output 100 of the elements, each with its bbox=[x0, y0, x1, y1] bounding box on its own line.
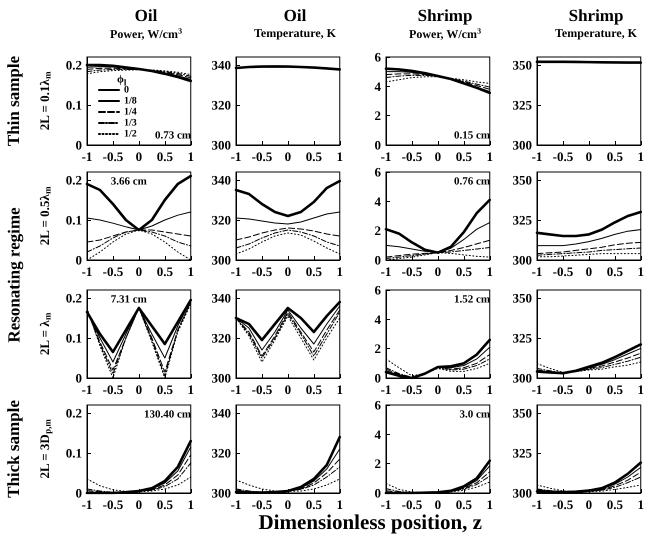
y-tick-label: 0 bbox=[76, 370, 82, 386]
y-tick-label: 4 bbox=[374, 78, 382, 94]
x-tick-label: 0 bbox=[434, 149, 442, 164]
y-tick-label: 0 bbox=[76, 252, 82, 268]
x-tick-label: -0.5 bbox=[402, 497, 423, 512]
x-tick-label: -0.5 bbox=[252, 382, 273, 397]
x-tick-label: -0.5 bbox=[102, 382, 124, 397]
y-tick-label: 0.1 bbox=[66, 446, 82, 460]
legend-label: 1/4 bbox=[124, 106, 137, 118]
x-tick-label: 0 bbox=[434, 382, 442, 397]
x-tick-label: 0 bbox=[434, 264, 442, 279]
y-tick-label: 325 bbox=[512, 446, 532, 460]
x-tick-label: -0.5 bbox=[552, 497, 574, 512]
x-tick-label: 1 bbox=[638, 497, 644, 512]
x-tick-label: 1 bbox=[188, 149, 194, 164]
y-tick-label: 340 bbox=[212, 406, 231, 420]
y-tick-label: 320 bbox=[212, 446, 231, 460]
x-tick-label: -0.5 bbox=[552, 149, 574, 164]
y-axis-title: 2L = λm bbox=[37, 312, 52, 356]
y-tick-label: 320 bbox=[212, 330, 231, 346]
x-tick-label: -1 bbox=[380, 497, 392, 512]
text: Resonating regime bbox=[4, 207, 24, 343]
y-tick-label: 300 bbox=[212, 252, 231, 268]
chart-title: Shrimp bbox=[568, 6, 624, 25]
x-tick-label: 0.5 bbox=[606, 497, 624, 512]
y-tick-label: 325 bbox=[512, 212, 532, 228]
x-tick-label: -1 bbox=[532, 497, 542, 512]
x-tick-label: -1 bbox=[230, 497, 242, 512]
x-tick-label: 0.5 bbox=[606, 149, 624, 164]
x-tick-label: 0 bbox=[136, 149, 142, 164]
x-tick-label: 1 bbox=[336, 149, 343, 164]
text: Thin sample bbox=[4, 56, 24, 146]
y-tick-label: 4 bbox=[374, 194, 382, 209]
x-tick-label: -1 bbox=[532, 149, 542, 164]
x-tick-label: 1 bbox=[336, 497, 343, 512]
chart-title: Oil bbox=[284, 6, 307, 25]
x-tick-label: 0 bbox=[284, 149, 292, 164]
x-tick-label: 0.5 bbox=[456, 497, 472, 512]
annotation: 3.0 cm bbox=[459, 408, 490, 420]
x-tick-label: -1 bbox=[82, 382, 92, 397]
legend-label: 0 bbox=[124, 84, 129, 96]
legend-label: 1/8 bbox=[124, 96, 137, 106]
x-tick-label: 0.5 bbox=[306, 497, 322, 512]
chart-title: Shrimp bbox=[418, 6, 472, 25]
y-tick-label: 0.1 bbox=[66, 330, 82, 346]
annotation: 0.15 cm bbox=[454, 130, 490, 142]
y-tick-label: 2 bbox=[374, 341, 381, 356]
text: Thick sample bbox=[4, 400, 24, 498]
x-tick-label: -0.5 bbox=[552, 264, 574, 279]
y-tick-label: 300 bbox=[512, 370, 532, 386]
x-tick-label: 1 bbox=[638, 149, 644, 164]
x-tick-label: -0.5 bbox=[402, 264, 423, 279]
x-tick-label: -1 bbox=[230, 382, 242, 397]
x-tick-label: -1 bbox=[82, 497, 92, 512]
x-tick-label: 0.5 bbox=[306, 264, 322, 279]
x-tick-label: -0.5 bbox=[252, 264, 273, 279]
x-tick-label: 0.5 bbox=[156, 382, 174, 397]
x-tick-label: -0.5 bbox=[102, 497, 124, 512]
x-tick-label: -0.5 bbox=[252, 149, 273, 164]
y-tick-label: 6 bbox=[374, 50, 382, 64]
x-tick-label: -0.5 bbox=[252, 497, 273, 512]
x-tick-label: 0.5 bbox=[306, 149, 322, 164]
y-tick-label: 0 bbox=[374, 370, 381, 386]
y-tick-label: 4 bbox=[374, 312, 382, 327]
x-tick-label: 1 bbox=[188, 382, 194, 397]
x-tick-label: -1 bbox=[230, 264, 242, 279]
x-tick-label: 0 bbox=[136, 382, 142, 397]
x-tick-label: 0.5 bbox=[156, 497, 174, 512]
x-tick-label: 0.5 bbox=[156, 264, 174, 279]
y-tick-label: 4 bbox=[374, 426, 382, 442]
x-tick-label: 0 bbox=[136, 264, 142, 279]
x-tick-label: 0.5 bbox=[606, 264, 624, 279]
y-tick-label: 6 bbox=[374, 164, 382, 180]
x-tick-label: -0.5 bbox=[402, 382, 423, 397]
x-tick-label: 0 bbox=[586, 382, 592, 397]
y-tick-label: 2 bbox=[374, 456, 381, 472]
x-tick-label: 0 bbox=[284, 264, 292, 279]
x-tick-label: 1 bbox=[486, 382, 493, 397]
x-tick-label: 0 bbox=[284, 382, 292, 397]
y-tick-label: 0 bbox=[76, 138, 82, 152]
x-tick-label: -0.5 bbox=[552, 382, 574, 397]
legend-label: 1/3 bbox=[124, 118, 137, 128]
x-tick-label: -1 bbox=[380, 382, 392, 397]
x-tick-label: 0 bbox=[586, 497, 592, 512]
y-tick-label: 350 bbox=[512, 172, 532, 188]
chart-subtitle: Temperature, K bbox=[555, 26, 638, 40]
y-tick-label: 0 bbox=[374, 138, 381, 152]
x-tick-label: -1 bbox=[532, 264, 542, 279]
annotation: 3.66 cm bbox=[110, 176, 147, 188]
x-tick-label: 1 bbox=[638, 382, 644, 397]
x-tick-label: -1 bbox=[380, 264, 392, 279]
x-tick-label: 0.5 bbox=[456, 382, 472, 397]
x-tick-label: 1 bbox=[336, 382, 343, 397]
annotation: 130.40 cm bbox=[144, 408, 191, 420]
y-tick-label: 320 bbox=[212, 98, 231, 112]
x-tick-label: 0 bbox=[284, 497, 292, 512]
annotation: 1.52 cm bbox=[454, 294, 490, 306]
x-tick-label: 1 bbox=[336, 264, 343, 279]
x-tick-label: 1 bbox=[486, 264, 493, 279]
y-tick-label: 350 bbox=[512, 406, 532, 420]
